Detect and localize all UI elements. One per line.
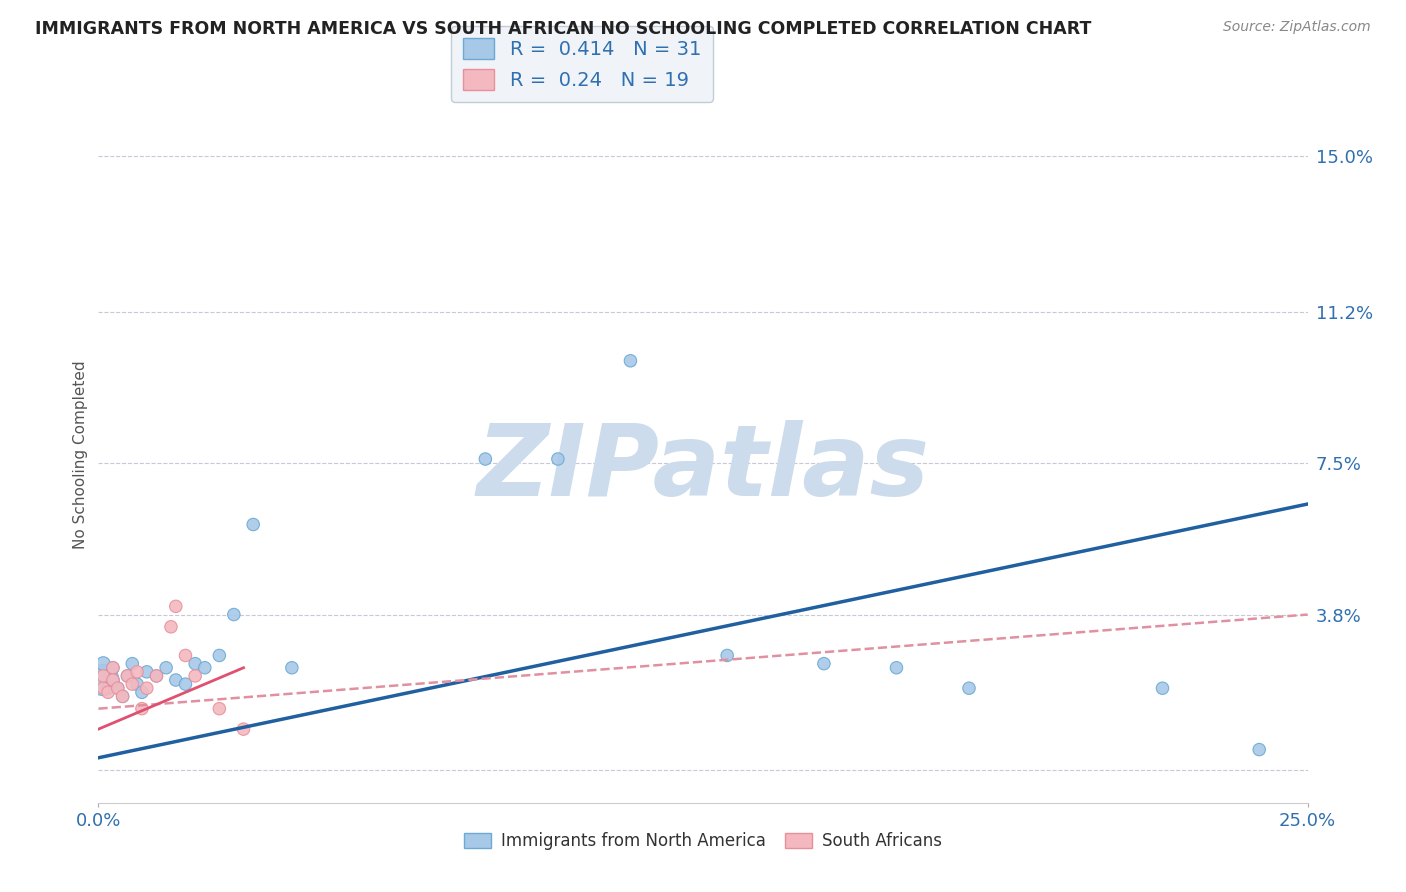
Point — [97, 681, 120, 696]
Point — [91, 681, 114, 696]
Point — [121, 657, 143, 671]
Point — [127, 677, 149, 691]
Point — [165, 599, 187, 614]
Point — [111, 690, 134, 704]
Point — [184, 657, 207, 671]
Point — [91, 673, 114, 687]
Text: ZIPatlas: ZIPatlas — [477, 420, 929, 517]
Point — [145, 669, 167, 683]
Point — [135, 665, 157, 679]
Point — [165, 673, 187, 687]
Point — [281, 661, 304, 675]
Y-axis label: No Schooling Completed: No Schooling Completed — [73, 360, 89, 549]
Point — [117, 669, 139, 683]
Point — [97, 685, 120, 699]
Point — [111, 690, 134, 704]
Point — [208, 648, 231, 663]
Point — [145, 669, 167, 683]
Point — [547, 452, 569, 467]
Point — [232, 722, 254, 736]
Point — [131, 685, 153, 699]
Point — [957, 681, 980, 696]
Point — [242, 517, 264, 532]
Point — [127, 665, 149, 679]
Point — [194, 661, 217, 675]
Point — [886, 661, 908, 675]
Text: IMMIGRANTS FROM NORTH AMERICA VS SOUTH AFRICAN NO SCHOOLING COMPLETED CORRELATIO: IMMIGRANTS FROM NORTH AMERICA VS SOUTH A… — [35, 20, 1091, 37]
Point — [91, 669, 114, 683]
Point — [101, 673, 124, 687]
Point — [117, 669, 139, 683]
Text: Source: ZipAtlas.com: Source: ZipAtlas.com — [1223, 20, 1371, 34]
Point — [184, 669, 207, 683]
Point — [222, 607, 245, 622]
Point — [101, 661, 124, 675]
Point — [135, 681, 157, 696]
Point — [1249, 742, 1271, 756]
Point — [101, 661, 124, 675]
Point — [1152, 681, 1174, 696]
Point — [155, 661, 177, 675]
Legend: Immigrants from North America, South Africans: Immigrants from North America, South Afr… — [457, 826, 949, 857]
Point — [174, 677, 197, 691]
Point — [619, 353, 641, 368]
Point — [107, 681, 129, 696]
Point — [160, 620, 183, 634]
Point — [813, 657, 835, 671]
Point — [107, 681, 129, 696]
Point — [716, 648, 738, 663]
Point — [91, 657, 114, 671]
Point — [131, 701, 153, 715]
Point — [121, 677, 143, 691]
Point — [101, 673, 124, 687]
Point — [174, 648, 197, 663]
Point — [474, 452, 496, 467]
Point — [208, 701, 231, 715]
